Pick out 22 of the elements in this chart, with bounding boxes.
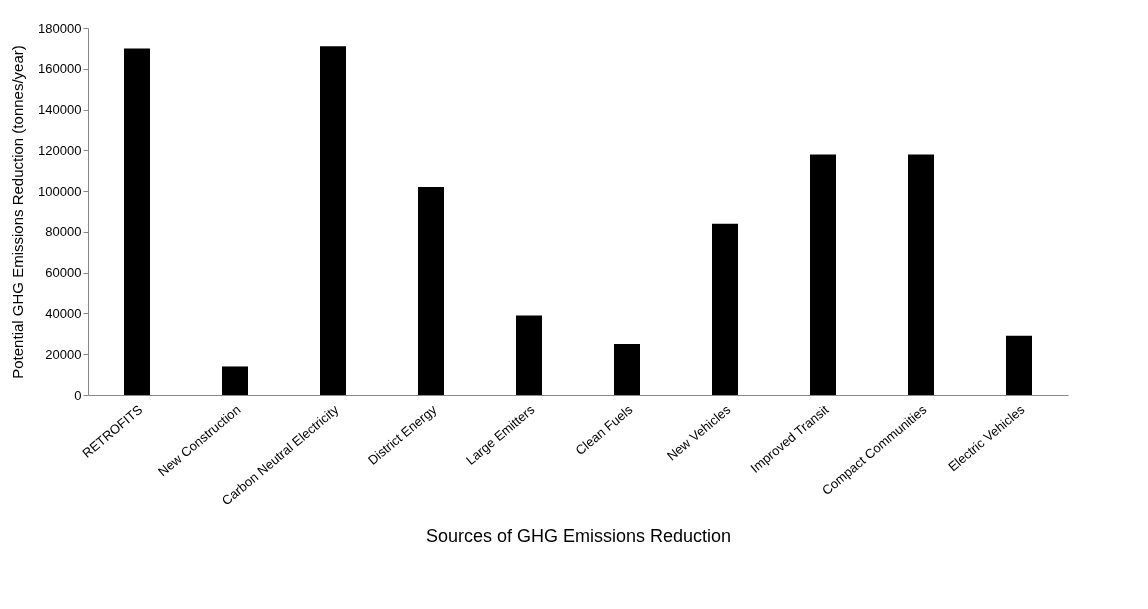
x-axis-title: Sources of GHG Emissions Reduction xyxy=(425,526,732,547)
bar xyxy=(614,344,640,395)
y-tick-label: 0 xyxy=(74,387,82,403)
bar xyxy=(418,187,444,395)
y-tick-label: 100000 xyxy=(38,183,82,199)
bar xyxy=(124,48,150,395)
bar xyxy=(320,46,346,395)
y-tick-label: 120000 xyxy=(38,142,82,158)
bar xyxy=(516,315,542,395)
y-tick-label: 40000 xyxy=(45,305,82,321)
y-tick-label: 80000 xyxy=(45,224,82,240)
y-tick-label: 160000 xyxy=(38,61,82,77)
bar xyxy=(810,154,836,395)
y-tick-label: 60000 xyxy=(45,265,82,281)
bar xyxy=(222,366,248,395)
y-tick-label: 20000 xyxy=(45,346,82,362)
bar xyxy=(1006,335,1032,395)
y-tick-label: 140000 xyxy=(38,102,82,118)
y-axis-title: Potential GHG Emissions Reduction (tonnes/year) xyxy=(9,45,27,379)
y-tick-label: 180000 xyxy=(38,20,82,36)
bar xyxy=(712,223,738,395)
bar xyxy=(908,154,934,395)
